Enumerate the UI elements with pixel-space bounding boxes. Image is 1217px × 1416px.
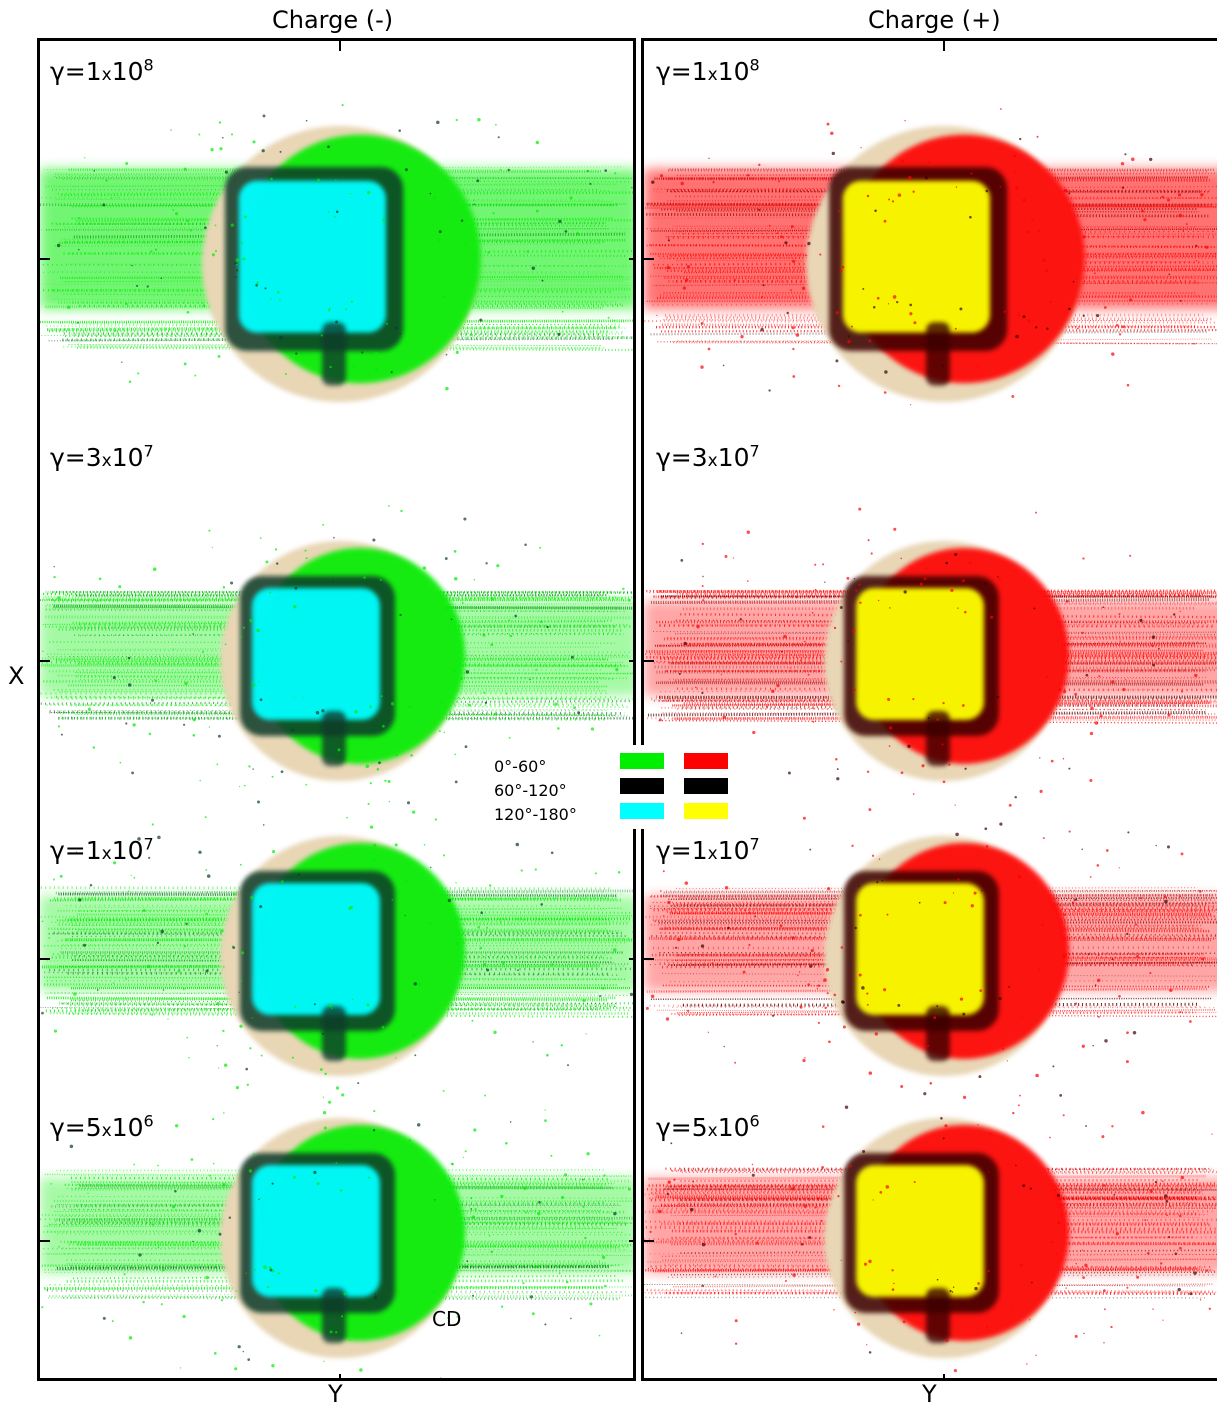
particle-cloud-row-2: [40, 505, 633, 805]
gamma-label-row-3: γ=1x107: [50, 834, 154, 865]
particle-cloud-row-4: [40, 1082, 633, 1378]
particle-cloud-row-1: [40, 104, 633, 402]
legend-swatch-neg-0-60: [620, 753, 664, 769]
gamma-label-row-1-pos: γ=1x108: [656, 55, 760, 86]
particle-plot-positive: [644, 41, 1217, 1378]
y-axis-label-positive: Y: [922, 1380, 937, 1408]
legend-swatch-neg-60-120: [620, 778, 664, 794]
gamma-label-row-1: γ=1x108: [50, 55, 154, 86]
gamma-label-row-4: γ=5x106: [50, 1111, 154, 1142]
column-title-positive: Charge (+): [868, 6, 1001, 34]
contact-discontinuity-label: CD: [432, 1307, 462, 1331]
x-axis-label: X: [8, 662, 25, 690]
particle-cloud-row-1: [644, 108, 1217, 406]
particle-plot-negative: [40, 41, 633, 1378]
legend-swatch-pos-120-180: [684, 803, 728, 819]
y-axis-label-negative: Y: [328, 1380, 343, 1408]
legend-label-60-120: 60°-120°: [494, 781, 567, 800]
column-title-negative: Charge (-): [272, 6, 394, 34]
legend-label-120-180: 120°-180°: [494, 805, 577, 824]
gamma-label-row-4-pos: γ=5x106: [656, 1111, 760, 1142]
panel-positive-charge: γ=1x108 γ=3x107 γ=1x107 γ=5x106: [641, 38, 1217, 1381]
gamma-label-row-2-pos: γ=3x107: [656, 441, 760, 472]
legend-swatch-pos-0-60: [684, 753, 728, 769]
legend-swatch-pos-60-120: [684, 778, 728, 794]
legend: 0°-60° 60°-120° 120°-180°: [484, 745, 779, 829]
particle-cloud-row-3: [644, 803, 1217, 1097]
particle-cloud-row-4: [644, 1081, 1217, 1378]
legend-swatch-neg-120-180: [620, 803, 664, 819]
gamma-label-row-3-pos: γ=1x107: [656, 834, 760, 865]
particle-cloud-row-3: [40, 801, 633, 1104]
panel-negative-charge: γ=1x108 γ=3x107 γ=1x107 γ=5x106 CD: [37, 38, 636, 1381]
particle-cloud-row-2: [644, 507, 1217, 799]
gamma-label-row-2: γ=3x107: [50, 441, 154, 472]
legend-label-0-60: 0°-60°: [494, 757, 547, 776]
